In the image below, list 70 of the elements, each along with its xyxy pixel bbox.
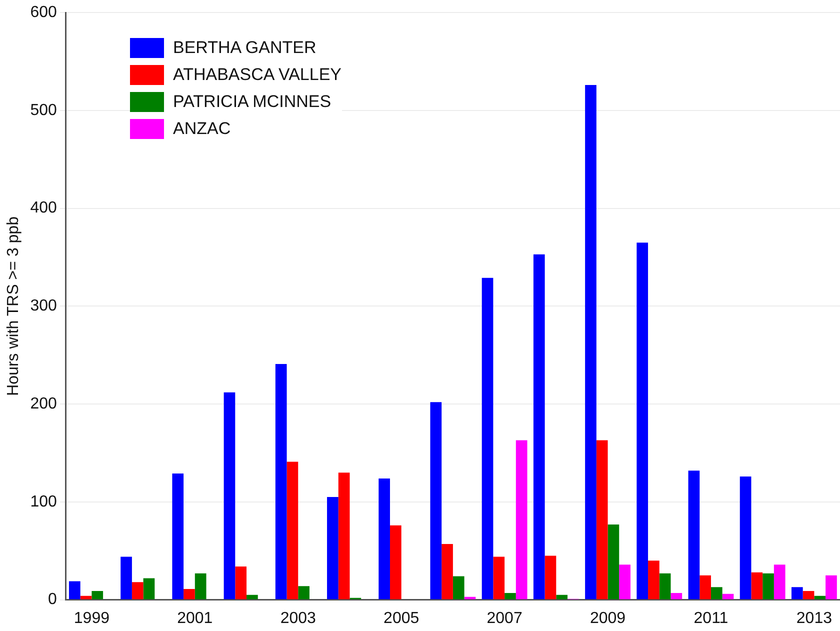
bar	[670, 592, 682, 600]
bar	[648, 560, 660, 600]
bar	[246, 594, 258, 600]
bar	[184, 589, 195, 600]
bar	[275, 364, 287, 600]
bar	[740, 476, 752, 600]
bar	[751, 572, 763, 600]
y-tick-label: 400	[30, 200, 57, 217]
bar	[286, 462, 298, 600]
bar	[194, 573, 206, 600]
bar	[493, 556, 505, 600]
x-tick-label: 2005	[384, 610, 420, 627]
bar	[338, 472, 350, 600]
bar	[504, 592, 516, 600]
bar	[762, 573, 774, 600]
bar	[172, 474, 184, 600]
bar	[378, 478, 390, 600]
y-axis-title: Hours with TRS >= 3 ppb	[5, 216, 22, 396]
bar	[482, 278, 494, 600]
bar	[143, 578, 155, 600]
x-tick-label: 2011	[694, 610, 728, 627]
legend-label: PATRICIA MCINNES	[173, 92, 332, 112]
bar	[464, 596, 476, 600]
bar	[516, 440, 528, 600]
bar	[585, 85, 596, 600]
bar	[722, 594, 734, 600]
bar	[814, 596, 826, 600]
bar	[68, 581, 80, 600]
bar	[442, 544, 453, 600]
bar	[700, 575, 711, 600]
bar	[80, 596, 92, 600]
legend-label: ANZAC	[173, 118, 231, 138]
bar	[596, 440, 608, 600]
bar	[710, 587, 722, 600]
bar	[533, 254, 545, 600]
legend-label: ATHABASCA VALLEY	[173, 64, 342, 84]
bar	[556, 594, 568, 600]
y-tick-label: 200	[30, 395, 57, 412]
x-tick-label: 2009	[590, 610, 626, 627]
bar	[120, 556, 132, 600]
y-tick-label: 500	[30, 102, 57, 119]
bar	[791, 587, 803, 600]
x-tick-label: 1999	[74, 610, 110, 627]
bar	[544, 556, 556, 600]
bar	[92, 590, 104, 600]
bar	[452, 576, 464, 600]
x-tick-label: 2013	[796, 610, 832, 627]
x-tick-label: 2007	[486, 610, 522, 627]
bar	[774, 564, 786, 600]
y-tick-label: 300	[30, 298, 57, 315]
bar	[826, 575, 837, 600]
x-tick-label: 2003	[280, 610, 316, 627]
bar	[688, 470, 700, 600]
y-tick-label: 600	[30, 4, 57, 22]
bar	[390, 525, 402, 600]
bar	[298, 586, 310, 600]
legend-label: BERTHA GANTER	[173, 38, 316, 58]
bar	[224, 392, 236, 600]
x-tick-label: 2001	[177, 610, 213, 627]
bar	[802, 590, 814, 600]
bar	[619, 564, 630, 600]
bar	[327, 497, 338, 600]
y-tick-label: 0	[48, 591, 57, 608]
bar	[235, 566, 247, 600]
bar	[659, 573, 671, 600]
bar	[636, 242, 648, 600]
y-tick-label: 100	[30, 493, 57, 510]
bar	[132, 582, 144, 600]
bar	[608, 524, 620, 600]
bar	[430, 402, 442, 600]
